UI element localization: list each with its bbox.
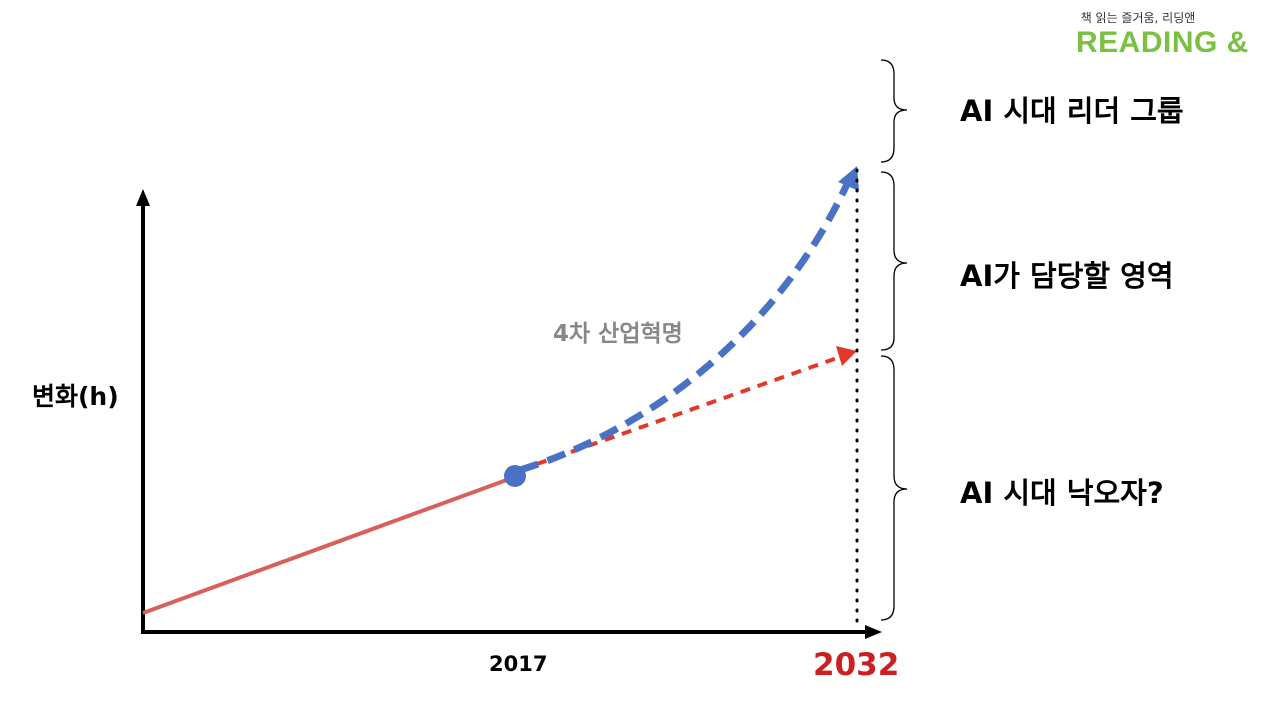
logo-tagline: 책 읽는 즐거움, 리딩앤 — [1080, 11, 1196, 25]
brace-laggard-group — [880, 355, 908, 621]
revolution-curve-arrowhead — [838, 166, 859, 191]
x-tick-2032: 2032 — [813, 647, 900, 683]
linear-projection-line — [519, 355, 841, 472]
revolution-curve — [518, 180, 852, 474]
laggard-group-label: AI 시대 낙오자? — [960, 476, 1164, 510]
revolution-curve-label: 4차 산업혁명 — [553, 321, 683, 347]
x-tick-2017: 2017 — [489, 652, 548, 676]
leader-group-label: AI 시대 리더 그룹 — [960, 94, 1184, 128]
x-axis-arrowhead — [865, 625, 882, 639]
baseline-trend-line — [142, 476, 513, 615]
y-axis-label: 변화(h) — [32, 382, 119, 411]
year-2017-marker — [504, 465, 526, 487]
linear-projection-arrowhead — [836, 346, 857, 366]
reading-and-logo: READING & — [1076, 26, 1249, 59]
ai-area-label: AI가 담당할 영역 — [960, 259, 1174, 293]
y-axis-arrowhead — [136, 189, 150, 206]
brace-leader-group — [880, 59, 908, 163]
brace-ai-area — [880, 171, 908, 351]
